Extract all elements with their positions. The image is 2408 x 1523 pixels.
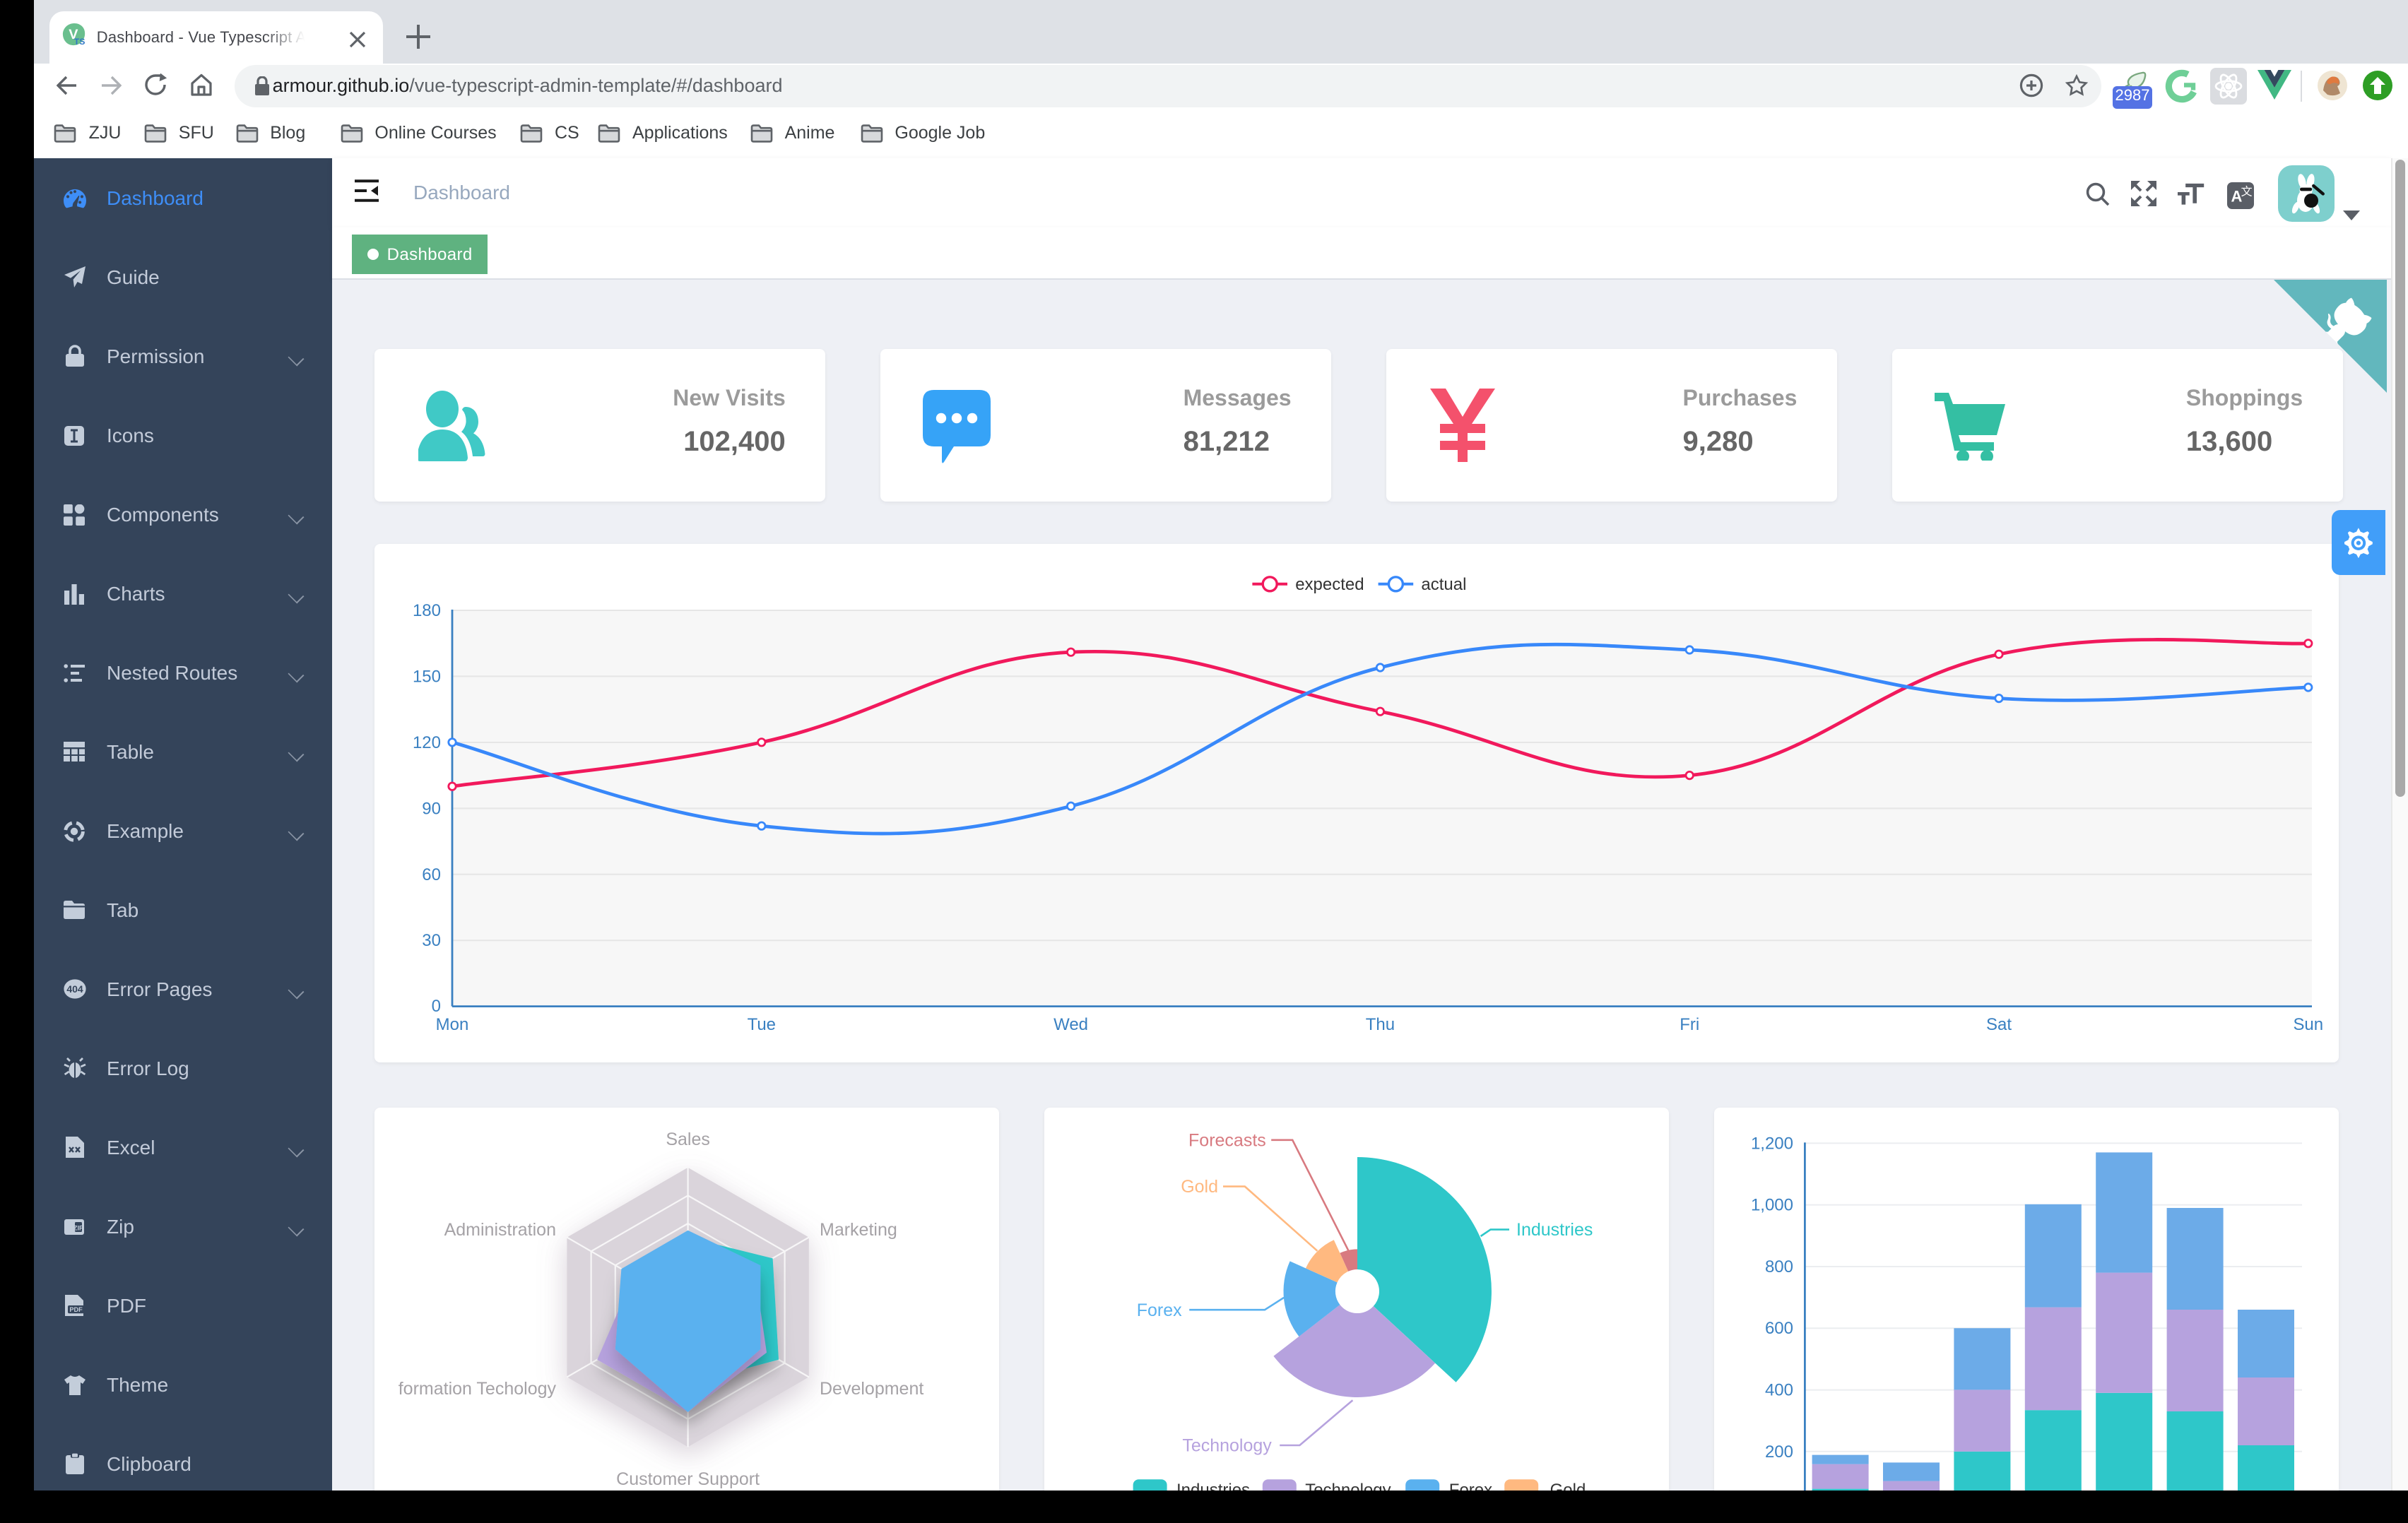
svg-text:文: 文 (2241, 185, 2253, 198)
svg-text:150: 150 (413, 668, 442, 687)
svg-text:Forecasts: Forecasts (1189, 1131, 1267, 1151)
svg-text:Technology: Technology (1183, 1436, 1273, 1456)
svg-text:Industries: Industries (1517, 1220, 1593, 1240)
svg-text:actual: actual (1422, 575, 1467, 594)
svg-text:Administration: Administration (444, 1220, 556, 1240)
svg-text:Tue: Tue (748, 1015, 776, 1034)
svg-text:Technology: Technology (1306, 1481, 1391, 1490)
svg-text:formation Techology: formation Techology (399, 1379, 557, 1399)
svg-text:404: 404 (66, 983, 83, 995)
svg-text:Fri: Fri (1680, 1015, 1700, 1034)
svg-text:TS: TS (73, 37, 85, 47)
svg-text:Gold: Gold (1550, 1481, 1586, 1490)
svg-text:600: 600 (1766, 1319, 1794, 1338)
svg-text:Industries: Industries (1177, 1481, 1251, 1490)
svg-text:Development: Development (820, 1379, 924, 1399)
svg-text:0: 0 (432, 997, 441, 1016)
svg-text:90: 90 (423, 800, 442, 819)
svg-text:Wed: Wed (1054, 1015, 1089, 1034)
svg-text:Mon: Mon (436, 1015, 469, 1034)
svg-text:180: 180 (413, 601, 442, 620)
svg-text:Forex: Forex (1450, 1481, 1493, 1490)
svg-text:Gold: Gold (1181, 1177, 1219, 1197)
svg-text:Sun: Sun (2294, 1015, 2324, 1034)
svg-text:Customer Support: Customer Support (617, 1469, 760, 1489)
svg-text:400: 400 (1766, 1381, 1794, 1400)
svg-text:Marketing: Marketing (820, 1220, 898, 1240)
svg-text:expected: expected (1296, 575, 1364, 594)
svg-text:V: V (68, 27, 78, 42)
svg-text:60: 60 (423, 865, 442, 884)
svg-text:1,200: 1,200 (1752, 1134, 1794, 1154)
svg-text:200: 200 (1766, 1442, 1794, 1462)
svg-text:1,000: 1,000 (1752, 1196, 1794, 1215)
svg-text:Thu: Thu (1367, 1015, 1395, 1034)
svg-text:30: 30 (423, 931, 442, 950)
svg-text:800: 800 (1766, 1257, 1794, 1276)
svg-text:Sat: Sat (1987, 1015, 2012, 1034)
svg-text:Sales: Sales (666, 1130, 711, 1149)
svg-text:PDF: PDF (69, 1306, 83, 1313)
svg-text:ZIP: ZIP (73, 1223, 83, 1231)
svg-text:Forex: Forex (1137, 1300, 1182, 1320)
svg-text:120: 120 (413, 733, 442, 752)
svg-text:A: A (2231, 187, 2243, 205)
